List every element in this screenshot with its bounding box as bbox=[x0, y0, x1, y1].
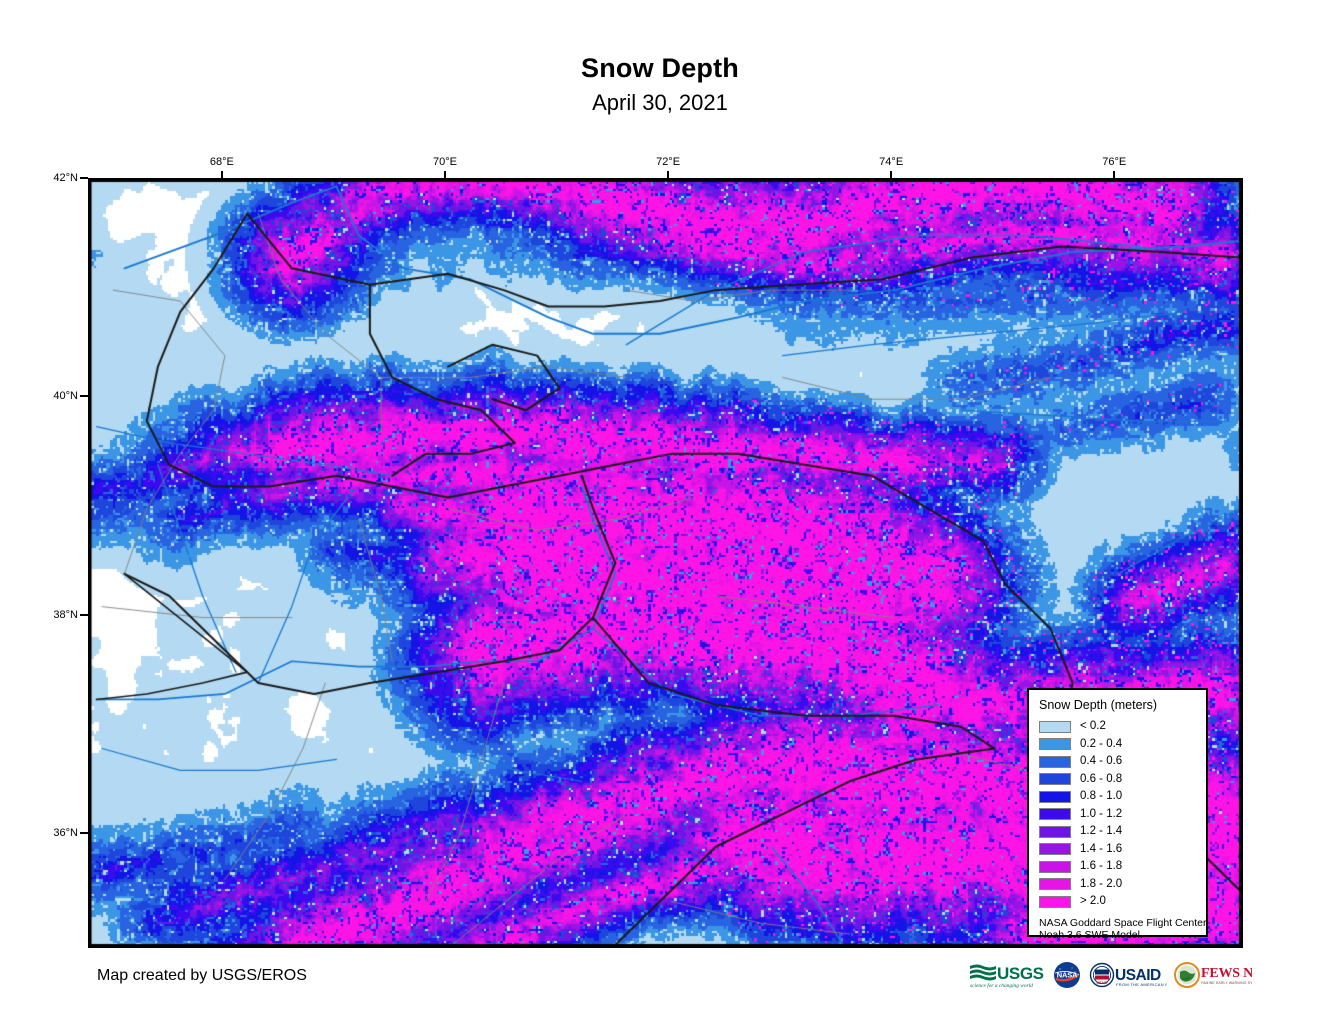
longitude-tick-mark bbox=[1113, 171, 1116, 179]
legend-item-label: 1.6 - 1.8 bbox=[1080, 860, 1123, 873]
svg-text:USGS: USGS bbox=[997, 964, 1044, 983]
legend-item: < 0.2 bbox=[1039, 718, 1198, 736]
svg-text:USAID: USAID bbox=[1115, 967, 1161, 984]
longitude-tick-mark bbox=[443, 171, 446, 179]
legend-color-swatch bbox=[1039, 790, 1071, 803]
footer-credit: Map created by USGS/EROS bbox=[97, 967, 307, 984]
usaid-logo: USAID USAID FROM THE AMERICAN PEOPLE bbox=[1089, 962, 1167, 988]
legend-color-swatch bbox=[1039, 860, 1071, 873]
longitude-tick-mark bbox=[667, 171, 670, 179]
title-block: Snow Depth April 30, 2021 bbox=[0, 52, 1320, 118]
legend-color-swatch bbox=[1039, 738, 1071, 751]
latitude-tick-mark bbox=[80, 613, 88, 616]
legend-source-line: Noah 3.6 SWE Model. bbox=[1039, 929, 1143, 941]
legend-color-swatch bbox=[1039, 755, 1071, 768]
agency-logo-bar: USGS science for a changing world NASA U… bbox=[968, 959, 1252, 991]
legend-item: 1.6 - 1.8 bbox=[1039, 858, 1198, 876]
legend-source-line: NASA Goddard Space Flight Center bbox=[1039, 916, 1207, 929]
svg-text:science for a changing world: science for a changing world bbox=[970, 982, 1033, 989]
legend-title: Snow Depth (meters) bbox=[1039, 698, 1158, 712]
latitude-tick-label: 36°N bbox=[53, 826, 78, 839]
map-legend: Snow Depth (meters) < 0.2 0.2 - 0.4 0.4 - … bbox=[1027, 688, 1208, 941]
latitude-tick-mark bbox=[80, 831, 88, 834]
legend-color-swatch bbox=[1039, 825, 1071, 838]
legend-item: 1.0 - 1.2 bbox=[1039, 806, 1198, 824]
legend-color-swatch bbox=[1039, 878, 1071, 891]
legend-color-swatch bbox=[1039, 773, 1071, 786]
legend-item: 1.2 - 1.4 bbox=[1039, 823, 1198, 841]
legend-item-label: 1.2 - 1.4 bbox=[1080, 825, 1123, 838]
longitude-tick-label: 68°E bbox=[209, 156, 234, 168]
svg-text:FROM THE AMERICAN PEOPLE: FROM THE AMERICAN PEOPLE bbox=[1116, 982, 1167, 987]
legend-item-label: 0.8 - 1.0 bbox=[1080, 790, 1123, 803]
nasa-logo: NASA bbox=[1054, 962, 1080, 988]
svg-text:FEWS NET: FEWS NET bbox=[1201, 966, 1252, 981]
legend-item: 0.8 - 1.0 bbox=[1039, 788, 1198, 806]
legend-item-label: 1.8 - 2.0 bbox=[1080, 877, 1123, 890]
legend-item-label: 0.2 - 0.4 bbox=[1080, 737, 1123, 750]
map-frame[interactable] bbox=[88, 178, 1243, 948]
latitude-tick-mark bbox=[80, 177, 88, 179]
longitude-tick-mark bbox=[220, 171, 223, 179]
legend-item-label: < 0.2 bbox=[1080, 720, 1106, 733]
latitude-tick-label: 38°N bbox=[53, 608, 78, 621]
usgs-logo: USGS science for a changing world bbox=[970, 964, 1044, 989]
legend-items: < 0.2 0.2 - 0.4 0.4 - 0.6 0.6 - 0.8 0.8 - 1.… bbox=[1039, 718, 1198, 911]
legend-item: 1.8 - 2.0 bbox=[1039, 876, 1198, 894]
legend-color-swatch bbox=[1039, 720, 1071, 733]
legend-color-swatch bbox=[1039, 843, 1071, 856]
legend-item: 0.4 - 0.6 bbox=[1039, 753, 1198, 771]
fewsnet-logo: FEWS NET FAMINE EARLY WARNING SYSTEMS NE… bbox=[1174, 962, 1252, 988]
svg-text:USAID: USAID bbox=[1096, 981, 1108, 985]
legend-color-swatch bbox=[1039, 808, 1071, 821]
latitude-tick-label: 40°N bbox=[53, 390, 78, 403]
longitude-tick-mark bbox=[890, 171, 893, 179]
legend-item-label: 0.4 - 0.6 bbox=[1080, 755, 1123, 768]
longitude-tick-label: 76°E bbox=[1102, 156, 1127, 168]
svg-text:FAMINE EARLY WARNING SYSTEMS N: FAMINE EARLY WARNING SYSTEMS NETWORK bbox=[1201, 981, 1252, 985]
legend-source-attribution: NASA Goddard Space Flight Center Noah 3.6… bbox=[1039, 916, 1207, 942]
svg-text:NASA: NASA bbox=[1057, 971, 1078, 980]
legend-color-swatch bbox=[1039, 895, 1071, 908]
legend-item-label: 1.0 - 1.2 bbox=[1080, 807, 1123, 820]
legend-item: > 2.0 bbox=[1039, 893, 1198, 911]
legend-item-label: > 2.0 bbox=[1080, 895, 1106, 908]
legend-item-label: 0.6 - 0.8 bbox=[1080, 772, 1123, 785]
longitude-tick-label: 72°E bbox=[656, 156, 681, 168]
legend-item: 0.2 - 0.4 bbox=[1039, 736, 1198, 754]
longitude-tick-label: 74°E bbox=[879, 156, 904, 168]
legend-item: 1.4 - 1.6 bbox=[1039, 841, 1198, 859]
latitude-tick-mark bbox=[80, 395, 88, 398]
page-title: Snow Depth bbox=[581, 53, 739, 83]
longitude-tick-label: 70°E bbox=[432, 156, 457, 168]
page-subtitle: April 30, 2021 bbox=[592, 90, 728, 115]
legend-item-label: 1.4 - 1.6 bbox=[1080, 842, 1123, 855]
latitude-tick-label: 42°N bbox=[53, 172, 78, 184]
legend-item: 0.6 - 0.8 bbox=[1039, 771, 1198, 789]
